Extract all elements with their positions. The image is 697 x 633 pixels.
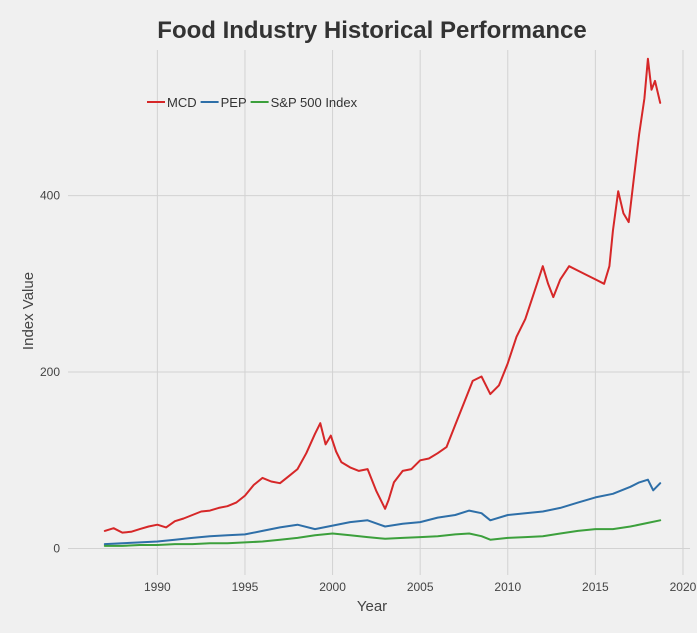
y-axis-title: Index Value [20,272,37,350]
tick-labels: 1990 1995 2000 2005 2010 2015 2020 0 200 400 [40,189,697,594]
y-tick-label: 400 [40,189,60,203]
x-tick-label: 2020 [670,580,697,594]
x-tick-label: 1990 [144,580,171,594]
x-axis-title: Year [357,598,387,615]
x-tick-label: 1995 [232,580,259,594]
legend-label-2: S&P 500 Index [271,95,358,110]
legend: MCD PEP S&P 500 Index [147,95,358,110]
series-line-1 [103,478,662,546]
x-tick-label: 2005 [407,580,434,594]
y-tick-label: 0 [53,542,60,556]
y-tick-label: 200 [40,365,60,379]
chart-title: Food Industry Historical Performance [157,17,586,44]
legend-label-1: PEP [221,95,247,110]
x-tick-label: 2015 [582,580,609,594]
grid [68,50,690,575]
legend-label-0: MCD [167,95,197,110]
series-line-2 [103,519,662,547]
x-tick-label: 2000 [319,580,346,594]
x-tick-label: 2010 [494,580,521,594]
series-lines [103,57,662,547]
series-line-0 [103,57,662,534]
